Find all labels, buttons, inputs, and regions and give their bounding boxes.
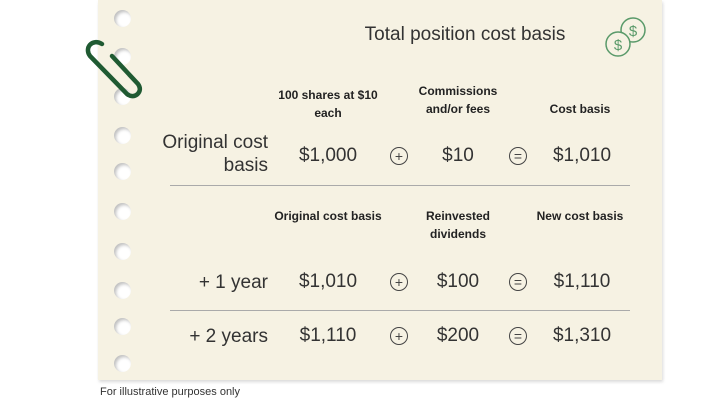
value: $1,310: [552, 325, 612, 346]
binder-hole: [114, 318, 131, 335]
column-header: Reinvested dividends: [425, 209, 491, 241]
dollar-coins-icon: $ $: [605, 17, 646, 57]
equals-icon: =: [509, 147, 527, 165]
paperclip-icon: [85, 39, 143, 99]
value: $100: [436, 271, 480, 292]
column-header: New cost basis: [536, 209, 624, 223]
row-label: Original cost basis: [162, 132, 268, 176]
footnote: For illustrative purposes only: [100, 386, 241, 398]
plus-icon: +: [390, 327, 408, 345]
binder-hole: [114, 127, 131, 144]
svg-text:$: $: [629, 23, 638, 40]
equals-icon: =: [509, 327, 527, 345]
equals-icon: =: [509, 273, 527, 291]
value: $10: [442, 145, 474, 166]
column-header: Commissions and/or fees: [418, 84, 498, 116]
binder-hole: [114, 282, 131, 299]
binder-hole: [114, 163, 131, 180]
column-header: Original cost basis: [274, 209, 382, 223]
note-paper: [98, 0, 662, 380]
divider: [170, 310, 630, 311]
value: $1,010: [552, 145, 612, 166]
value: $1,110: [299, 325, 357, 346]
value: $200: [436, 325, 480, 346]
svg-text:$: $: [614, 37, 623, 54]
page-title: Total position cost basis: [364, 24, 566, 45]
binder-hole: [114, 243, 131, 260]
column-header: 100 shares at $10 each: [278, 88, 378, 120]
column-header: Cost basis: [549, 102, 611, 116]
row-label: + 2 years: [189, 326, 268, 347]
binder-hole: [114, 355, 131, 372]
plus-icon: +: [390, 147, 408, 165]
value: $1,000: [298, 145, 358, 166]
plus-icon: +: [390, 273, 408, 291]
row-label: + 1 year: [198, 272, 268, 293]
value: $1,010: [298, 271, 358, 292]
divider: [170, 185, 630, 186]
binder-hole: [114, 203, 131, 220]
binder-hole: [114, 10, 131, 27]
value: $1,110: [553, 271, 611, 292]
